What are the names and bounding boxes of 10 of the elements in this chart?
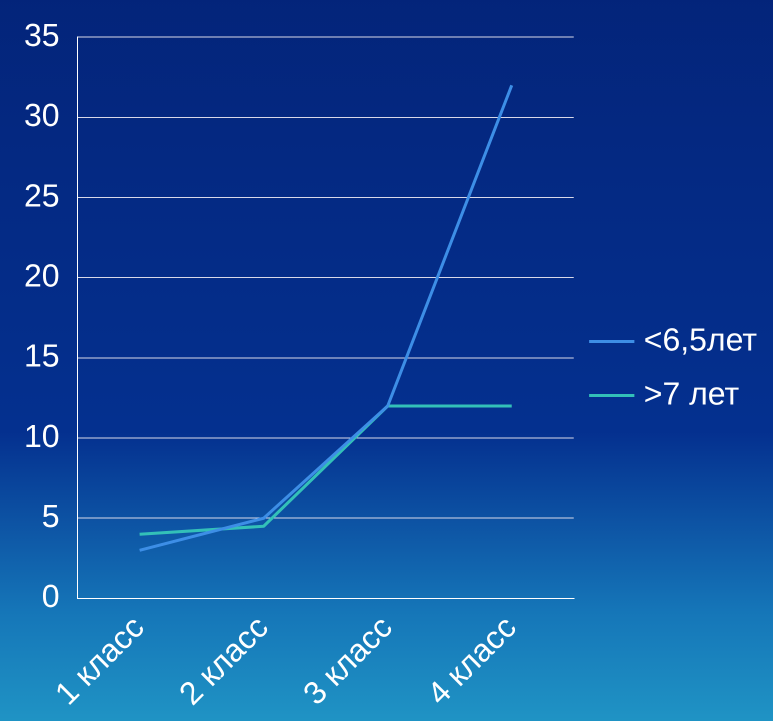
- y-tick-label: 0: [42, 578, 60, 614]
- y-tick-label: 35: [24, 17, 60, 54]
- legend-label: <6,5лет: [644, 321, 758, 358]
- legend-label: >7 лет: [644, 375, 740, 412]
- y-tick-label: 10: [24, 418, 60, 454]
- y-tick-label: 20: [24, 258, 60, 294]
- y-tick-label: 30: [24, 97, 60, 134]
- y-tick-label: 25: [24, 177, 60, 214]
- y-tick-label: 15: [24, 338, 60, 374]
- y-tick-label: 5: [42, 498, 60, 534]
